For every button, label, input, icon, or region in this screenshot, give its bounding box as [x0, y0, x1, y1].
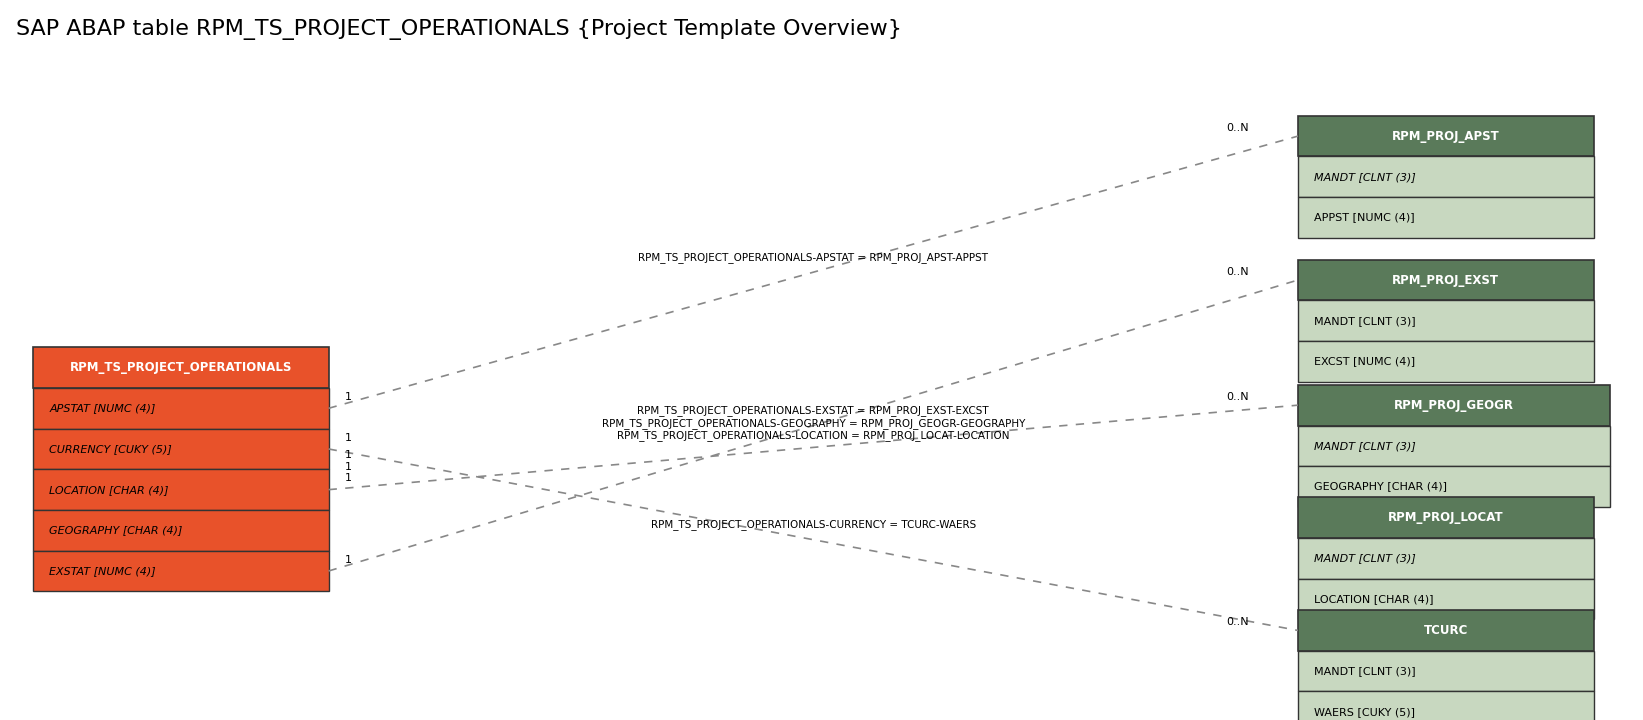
- FancyBboxPatch shape: [33, 428, 329, 469]
- Text: CURRENCY [CUKY (5)]: CURRENCY [CUKY (5)]: [49, 444, 173, 454]
- Text: 0..N: 0..N: [1226, 392, 1249, 402]
- Text: GEOGRAPHY [CHAR (4)]: GEOGRAPHY [CHAR (4)]: [49, 526, 182, 536]
- Text: MANDT [CLNT (3)]: MANDT [CLNT (3)]: [1314, 666, 1416, 676]
- FancyBboxPatch shape: [1298, 197, 1594, 238]
- Text: 1: 1: [345, 554, 352, 564]
- Text: LOCATION [CHAR (4)]: LOCATION [CHAR (4)]: [1314, 594, 1434, 604]
- Text: 0..N: 0..N: [1226, 267, 1249, 277]
- FancyBboxPatch shape: [1298, 384, 1610, 426]
- FancyBboxPatch shape: [1298, 116, 1594, 156]
- Text: MANDT [CLNT (3)]: MANDT [CLNT (3)]: [1314, 172, 1416, 181]
- Text: RPM_TS_PROJECT_OPERATIONALS: RPM_TS_PROJECT_OPERATIONALS: [69, 361, 292, 374]
- FancyBboxPatch shape: [33, 388, 329, 428]
- Text: SAP ABAP table RPM_TS_PROJECT_OPERATIONALS {Project Template Overview}: SAP ABAP table RPM_TS_PROJECT_OPERATIONA…: [16, 19, 902, 40]
- Text: WAERS [CUKY (5)]: WAERS [CUKY (5)]: [1314, 707, 1415, 717]
- Text: MANDT [CLNT (3)]: MANDT [CLNT (3)]: [1314, 441, 1416, 451]
- Text: MANDT [CLNT (3)]: MANDT [CLNT (3)]: [1314, 315, 1416, 325]
- Text: 1: 1: [345, 392, 352, 402]
- Text: RPM_PROJ_LOCAT: RPM_PROJ_LOCAT: [1388, 511, 1503, 524]
- FancyBboxPatch shape: [1298, 156, 1594, 197]
- Text: RPM_TS_PROJECT_OPERATIONALS-APSTAT = RPM_PROJ_APST-APPST: RPM_TS_PROJECT_OPERATIONALS-APSTAT = RPM…: [637, 252, 989, 263]
- FancyBboxPatch shape: [33, 469, 329, 510]
- Text: APPST [NUMC (4)]: APPST [NUMC (4)]: [1314, 212, 1415, 222]
- Text: APSTAT [NUMC (4)]: APSTAT [NUMC (4)]: [49, 403, 156, 413]
- FancyBboxPatch shape: [1298, 651, 1594, 691]
- FancyBboxPatch shape: [1298, 466, 1610, 507]
- Text: RPM_PROJ_APST: RPM_PROJ_APST: [1392, 130, 1500, 143]
- Text: 1: 1: [345, 433, 352, 443]
- FancyBboxPatch shape: [33, 347, 329, 388]
- Text: EXSTAT [NUMC (4)]: EXSTAT [NUMC (4)]: [49, 566, 156, 576]
- FancyBboxPatch shape: [1298, 579, 1594, 619]
- FancyBboxPatch shape: [33, 510, 329, 551]
- Text: RPM_TS_PROJECT_OPERATIONALS-EXSTAT = RPM_PROJ_EXST-EXCST: RPM_TS_PROJECT_OPERATIONALS-EXSTAT = RPM…: [637, 405, 989, 416]
- Text: RPM_PROJ_EXST: RPM_PROJ_EXST: [1392, 274, 1500, 287]
- Text: 0..N: 0..N: [1226, 617, 1249, 627]
- Text: MANDT [CLNT (3)]: MANDT [CLNT (3)]: [1314, 554, 1416, 564]
- Text: TCURC: TCURC: [1423, 624, 1469, 637]
- FancyBboxPatch shape: [1298, 300, 1594, 341]
- FancyBboxPatch shape: [1298, 498, 1594, 538]
- Text: GEOGRAPHY [CHAR (4)]: GEOGRAPHY [CHAR (4)]: [1314, 482, 1447, 492]
- FancyBboxPatch shape: [1298, 538, 1594, 579]
- Text: 0..N: 0..N: [1226, 123, 1249, 133]
- Text: RPM_TS_PROJECT_OPERATIONALS-CURRENCY = TCURC-WAERS: RPM_TS_PROJECT_OPERATIONALS-CURRENCY = T…: [651, 519, 976, 531]
- Text: 1
1
1: 1 1 1: [345, 450, 352, 483]
- FancyBboxPatch shape: [33, 551, 329, 591]
- Text: RPM_TS_PROJECT_OPERATIONALS-GEOGRAPHY = RPM_PROJ_GEOGR-GEOGRAPHY
RPM_TS_PROJECT_: RPM_TS_PROJECT_OPERATIONALS-GEOGRAPHY = …: [601, 418, 1025, 441]
- Text: LOCATION [CHAR (4)]: LOCATION [CHAR (4)]: [49, 485, 169, 495]
- Text: RPM_PROJ_GEOGR: RPM_PROJ_GEOGR: [1393, 399, 1515, 412]
- FancyBboxPatch shape: [1298, 341, 1594, 382]
- FancyBboxPatch shape: [1298, 691, 1594, 720]
- FancyBboxPatch shape: [1298, 610, 1594, 651]
- FancyBboxPatch shape: [1298, 426, 1610, 466]
- FancyBboxPatch shape: [1298, 260, 1594, 300]
- Text: EXCST [NUMC (4)]: EXCST [NUMC (4)]: [1314, 356, 1416, 366]
